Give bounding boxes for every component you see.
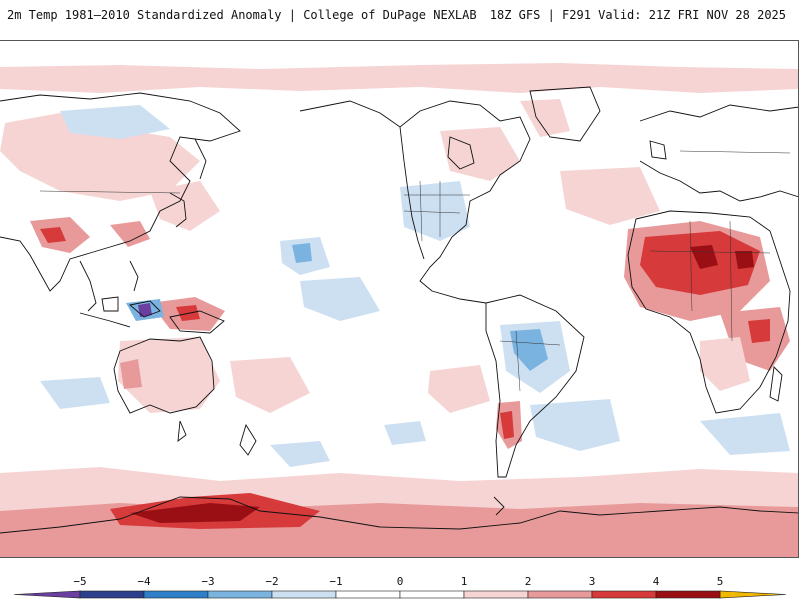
colorbar-tick-label: −3: [201, 575, 214, 588]
colorbar-canvas: −5 −4 −3 −2 −1 0 1 2 3 4 5: [13, 575, 787, 599]
colorbar: −5 −4 −3 −2 −1 0 1 2 3 4 5: [0, 560, 800, 600]
colorbar-tick-label: 1: [461, 575, 468, 588]
colorbar-tick-label: −2: [265, 575, 278, 588]
colorbar-tick-labels: −5 −4 −3 −2 −1 0 1 2 3 4 5: [73, 575, 723, 588]
colorbar-swatch: [591, 590, 657, 599]
colorbar-tick-label: 0: [397, 575, 404, 588]
political-borders: [39, 150, 791, 392]
colorbar-tick-label: 2: [525, 575, 532, 588]
coastlines: [0, 86, 798, 534]
model-run-info: 18Z GFS | F291 Valid: 21Z FRI NOV 28 202…: [489, 8, 786, 22]
warm-anomaly-shading: [0, 63, 798, 557]
anomaly-map: [0, 40, 799, 558]
colorbar-swatch: [335, 590, 401, 599]
colorbar-swatches: [13, 590, 787, 599]
colorbar-tick-label: −5: [73, 575, 86, 588]
map-canvas: [0, 63, 798, 557]
colorbar-tick-label: −1: [329, 575, 342, 588]
colorbar-extend-high: [719, 590, 787, 599]
colorbar-swatch: [399, 590, 465, 599]
colorbar-swatch: [207, 590, 273, 599]
map-title: 2m Temp 1981–2010 Standardized Anomaly |…: [7, 8, 477, 22]
colorbar-swatch: [463, 590, 529, 599]
colorbar-swatch: [271, 590, 337, 599]
colorbar-tick-label: −4: [137, 575, 151, 588]
colorbar-tick-label: 5: [717, 575, 724, 588]
colorbar-tick-label: 3: [589, 575, 596, 588]
header-bar: 2m Temp 1981–2010 Standardized Anomaly |…: [0, 0, 800, 40]
colorbar-swatch: [527, 590, 593, 599]
colorbar-swatch: [79, 590, 145, 599]
colorbar-swatch: [655, 590, 721, 599]
colorbar-extend-low: [13, 590, 81, 599]
cold-anomaly-shading: [40, 105, 790, 467]
colorbar-tick-label: 4: [653, 575, 660, 588]
colorbar-swatch: [143, 590, 209, 599]
